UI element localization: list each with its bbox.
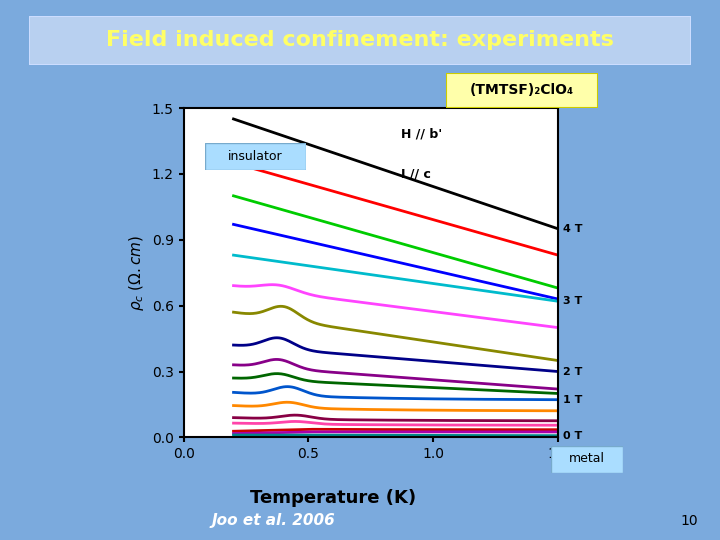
Text: metal: metal <box>569 453 605 465</box>
Text: insulator: insulator <box>228 150 283 163</box>
FancyBboxPatch shape <box>446 73 598 108</box>
Y-axis label: $\rho_c\ (\Omega.cm)$: $\rho_c\ (\Omega.cm)$ <box>127 234 146 311</box>
Text: 1 T: 1 T <box>563 395 582 404</box>
Text: H // b': H // b' <box>401 128 442 141</box>
Text: I // c: I // c <box>401 167 431 180</box>
Text: Temperature (K): Temperature (K) <box>250 489 416 507</box>
Text: 10: 10 <box>681 514 698 528</box>
FancyBboxPatch shape <box>205 143 306 170</box>
Text: 0 T: 0 T <box>563 430 582 441</box>
FancyBboxPatch shape <box>29 16 691 65</box>
Text: 2 T: 2 T <box>563 367 582 376</box>
FancyBboxPatch shape <box>551 446 623 472</box>
Text: Field induced confinement: experiments: Field induced confinement: experiments <box>106 30 614 51</box>
Text: Joo et al. 2006: Joo et al. 2006 <box>212 513 336 528</box>
Text: 4 T: 4 T <box>563 224 582 234</box>
Text: (TMTSF)₂ClO₄: (TMTSF)₂ClO₄ <box>470 84 574 97</box>
Text: 3 T: 3 T <box>563 296 582 306</box>
